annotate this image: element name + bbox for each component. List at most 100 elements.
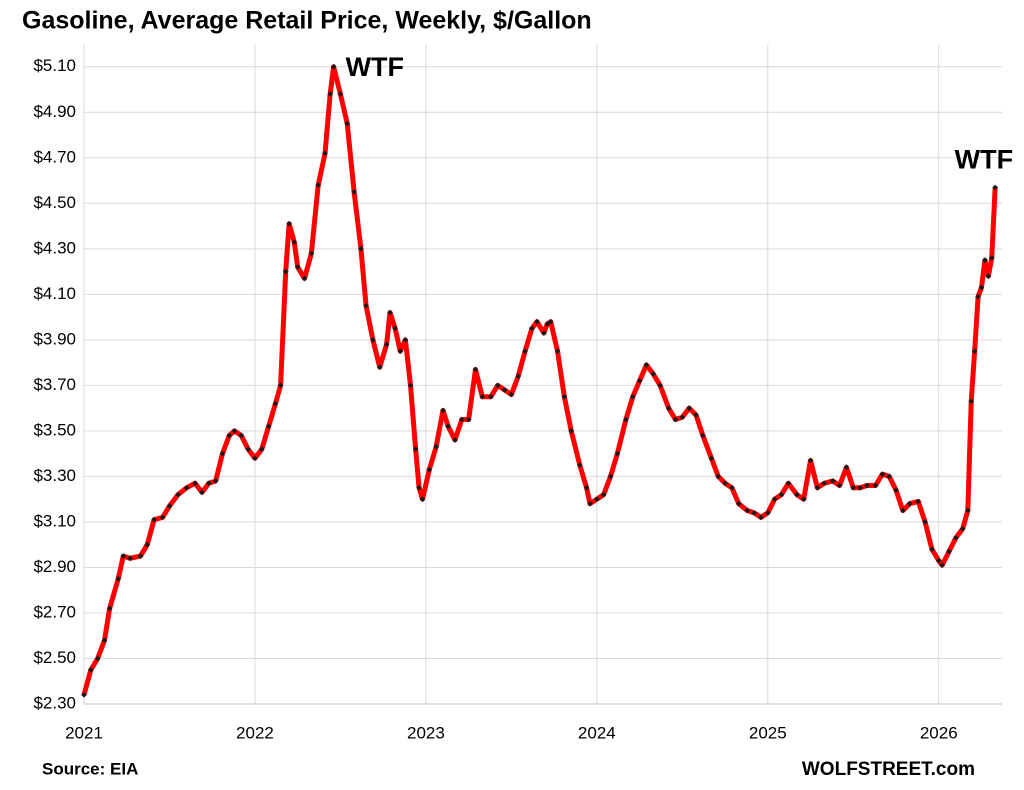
price-marker bbox=[308, 250, 315, 257]
y-tick-label: $3.30 bbox=[33, 466, 76, 485]
price-marker bbox=[344, 120, 351, 127]
y-tick-label: $5.10 bbox=[33, 56, 76, 75]
price-marker bbox=[568, 428, 575, 434]
price-marker bbox=[534, 318, 540, 325]
price-marker bbox=[587, 500, 593, 507]
price-marker bbox=[829, 478, 836, 484]
price-marker bbox=[636, 378, 643, 384]
price-marker bbox=[985, 273, 992, 279]
x-tick-label: 2023 bbox=[407, 723, 445, 742]
y-tick-label: $4.50 bbox=[33, 193, 76, 212]
price-marker bbox=[412, 446, 419, 452]
price-marker bbox=[515, 373, 522, 380]
price-marker bbox=[886, 473, 892, 480]
price-marker bbox=[857, 484, 863, 491]
price-marker bbox=[814, 484, 821, 491]
chart-title: Gasoline, Average Retail Price, Weekly, … bbox=[22, 7, 592, 35]
price-marker bbox=[472, 366, 479, 373]
price-marker bbox=[529, 325, 535, 332]
price-marker bbox=[282, 268, 289, 275]
price-marker bbox=[488, 393, 494, 400]
price-marker bbox=[245, 446, 251, 452]
price-marker bbox=[959, 525, 966, 532]
x-tick-label: 2026 bbox=[920, 723, 958, 742]
y-tick-label: $2.30 bbox=[33, 693, 76, 712]
price-marker bbox=[286, 220, 292, 227]
price-marker bbox=[744, 507, 751, 514]
price-marker bbox=[554, 348, 561, 355]
price-marker bbox=[576, 462, 583, 468]
price-marker bbox=[915, 498, 922, 505]
price-marker bbox=[547, 318, 554, 325]
y-tick-label: $4.90 bbox=[33, 102, 76, 121]
price-marker bbox=[402, 337, 409, 343]
price-marker bbox=[922, 519, 928, 525]
price-marker bbox=[258, 446, 265, 452]
price-marker bbox=[672, 416, 679, 423]
price-marker bbox=[426, 466, 433, 473]
y-tick-label: $4.70 bbox=[33, 147, 76, 166]
price-marker bbox=[479, 393, 486, 400]
price-marker bbox=[978, 284, 985, 291]
price-marker bbox=[968, 398, 975, 405]
price-marker bbox=[650, 371, 657, 377]
price-marker bbox=[800, 496, 807, 502]
price-marker bbox=[175, 491, 181, 498]
price-marker bbox=[975, 293, 981, 300]
price-marker bbox=[807, 457, 814, 464]
price-marker bbox=[544, 321, 551, 327]
price-marker bbox=[433, 444, 439, 450]
y-tick-label: $3.70 bbox=[33, 375, 76, 394]
price-marker bbox=[199, 489, 205, 496]
price-marker bbox=[953, 535, 959, 541]
price-marker bbox=[715, 473, 722, 480]
price-marker bbox=[272, 400, 279, 407]
price-marker bbox=[127, 555, 133, 562]
x-tick-label: 2024 bbox=[578, 723, 616, 742]
price-marker bbox=[906, 500, 913, 507]
price-marker bbox=[358, 246, 364, 252]
price-marker bbox=[465, 416, 472, 423]
y-tick-label: $3.50 bbox=[33, 420, 76, 439]
price-marker bbox=[594, 496, 600, 502]
price-marker bbox=[120, 553, 127, 559]
price-marker bbox=[982, 257, 988, 264]
price-marker bbox=[522, 348, 528, 355]
price-marker bbox=[939, 562, 945, 568]
price-marker bbox=[315, 182, 322, 188]
price-marker bbox=[988, 255, 995, 261]
price-marker bbox=[607, 473, 614, 480]
price-marker bbox=[629, 393, 636, 400]
price-marker bbox=[665, 405, 672, 411]
price-marker bbox=[151, 516, 157, 523]
price-marker bbox=[794, 491, 800, 498]
price-marker bbox=[836, 482, 843, 489]
price-marker bbox=[965, 507, 971, 514]
price-marker bbox=[205, 480, 212, 487]
price-marker bbox=[337, 91, 344, 97]
price-marker bbox=[679, 414, 686, 421]
price-marker bbox=[764, 510, 771, 516]
price-marker bbox=[614, 450, 621, 457]
price-marker bbox=[238, 432, 245, 439]
y-tick-label: $3.90 bbox=[33, 329, 76, 348]
price-marker bbox=[252, 455, 258, 462]
price-marker bbox=[929, 546, 935, 553]
price-marker bbox=[722, 480, 728, 487]
price-marker bbox=[351, 189, 357, 195]
price-marker bbox=[686, 405, 692, 411]
price-marker bbox=[508, 391, 515, 398]
price-marker bbox=[657, 382, 663, 389]
price-marker bbox=[327, 91, 333, 97]
price-marker bbox=[322, 150, 328, 157]
price-marker bbox=[879, 471, 886, 477]
price-marker bbox=[850, 484, 857, 491]
y-tick-label: $2.50 bbox=[33, 648, 76, 667]
price-marker bbox=[458, 416, 465, 423]
price-marker bbox=[226, 432, 233, 439]
price-marker bbox=[643, 362, 650, 368]
price-marker bbox=[94, 655, 101, 662]
x-tick-label: 2021 bbox=[65, 723, 103, 742]
price-marker bbox=[370, 337, 376, 343]
